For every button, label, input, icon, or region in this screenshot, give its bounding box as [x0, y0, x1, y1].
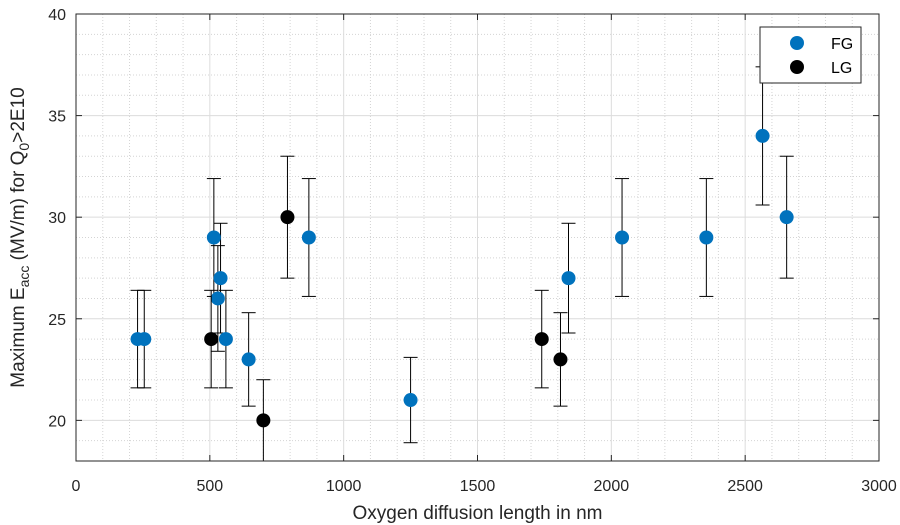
- data-point-fg: [561, 271, 576, 286]
- data-point-fg: [403, 393, 418, 408]
- y-axis-label-sub2: 0: [16, 143, 32, 151]
- y-axis: 20 25 30 35 40: [48, 7, 879, 430]
- legend: FG LG: [759, 26, 862, 84]
- x-axis-label: Oxygen diffusion length in nm: [353, 503, 603, 524]
- y-axis-label-sub1: acc: [16, 266, 32, 288]
- data-point-fg: [779, 210, 794, 225]
- data-point-fg: [241, 352, 256, 367]
- data-point-lg: [534, 332, 549, 347]
- x-tick-label: 1000: [326, 478, 362, 495]
- data-point-lg: [256, 413, 271, 428]
- legend-label-fg: FG: [831, 36, 853, 53]
- legend-marker-lg: [790, 60, 804, 74]
- data-point-fg: [206, 230, 221, 245]
- data-point-lg: [204, 332, 219, 347]
- y-axis-label-prefix: Maximum E: [8, 287, 29, 387]
- data-point-fg: [137, 332, 152, 347]
- y-tick-label: 40: [48, 7, 66, 24]
- y-tick-label: 25: [48, 312, 66, 329]
- y-tick-label: 20: [48, 413, 66, 430]
- x-tick-label: 500: [196, 478, 223, 495]
- x-tick-label: 0: [72, 478, 81, 495]
- data-point-fg: [699, 230, 714, 245]
- y-tick-label: 30: [48, 210, 66, 227]
- y-tick-label: 35: [48, 109, 66, 126]
- plot-area: [75, 13, 880, 462]
- x-tick-label: 2000: [594, 478, 630, 495]
- x-tick-label: 3000: [861, 478, 897, 495]
- data-point-lg: [553, 352, 568, 367]
- series-fg: [130, 66, 794, 444]
- legend-box: [759, 26, 862, 84]
- x-axis: 0 500 1000 1500 2000 2500 3000: [72, 14, 897, 495]
- data-point-fg: [210, 291, 225, 306]
- y-axis-label-suffix: >2E10: [8, 87, 29, 142]
- legend-label-lg: LG: [831, 60, 852, 77]
- series-layer: [130, 66, 794, 462]
- x-tick-label: 2500: [727, 478, 763, 495]
- data-point-fg: [213, 271, 228, 286]
- data-point-lg: [280, 210, 295, 225]
- legend-marker-fg: [790, 36, 804, 50]
- x-tick-label: 1500: [460, 478, 496, 495]
- y-axis-label: Maximum Eacc (MV/m) for Q0>2E10: [8, 87, 32, 387]
- data-point-fg: [755, 128, 770, 143]
- data-point-fg: [218, 332, 233, 347]
- data-point-fg: [615, 230, 630, 245]
- data-point-fg: [301, 230, 316, 245]
- series-lg: [204, 155, 568, 462]
- y-axis-label-mid: (MV/m) for Q: [8, 151, 29, 266]
